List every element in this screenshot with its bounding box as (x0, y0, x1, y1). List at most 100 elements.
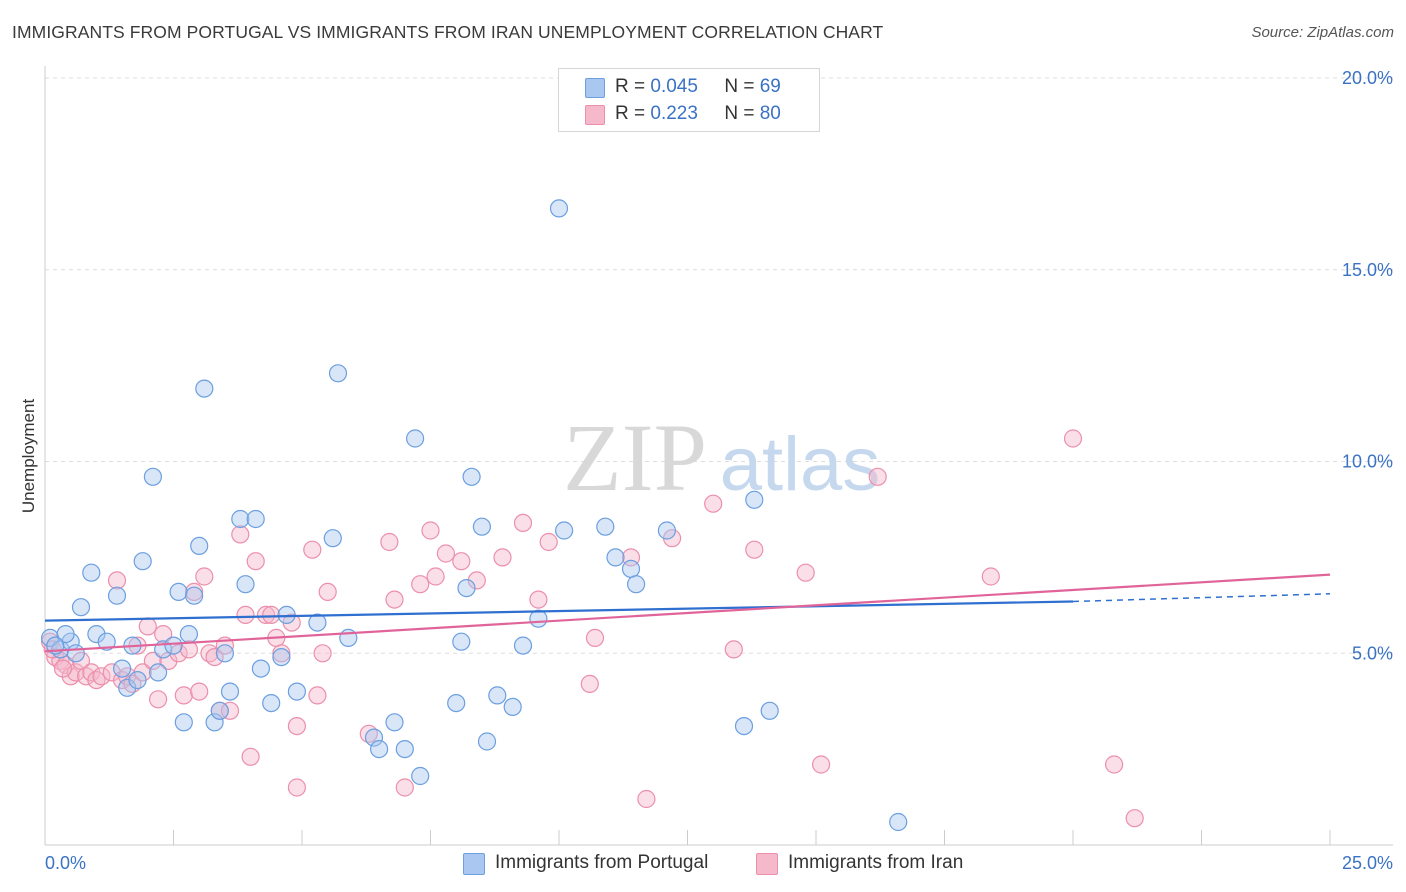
portugal-point (549, 199, 569, 218)
portugal-point (452, 632, 471, 651)
iran-point (796, 563, 815, 582)
legend-swatch-iran (585, 105, 605, 125)
portugal-point (472, 517, 491, 536)
iran-point (411, 575, 430, 594)
iran-point (287, 716, 306, 736)
iran-point (1104, 755, 1124, 774)
portugal-point (190, 536, 209, 556)
portugal-point (385, 713, 404, 732)
portugal-point (231, 509, 250, 529)
legend-r-label: R = (615, 103, 646, 124)
iran-point (1063, 429, 1083, 448)
portugal-point (364, 728, 384, 747)
iran-point (539, 532, 558, 552)
legend-n-value: 80 (759, 103, 781, 124)
portugal-point (734, 716, 754, 736)
portugal-point (395, 739, 414, 759)
watermark-atlas: atlas (720, 422, 881, 507)
iran-point (704, 494, 723, 513)
portugal-point (657, 521, 677, 540)
portugal-point (287, 682, 306, 701)
portugal-point (112, 659, 132, 678)
x-tick-label: 0.0% (45, 853, 86, 873)
x-tick-label: 25.0% (1342, 853, 1393, 873)
iran-point (174, 686, 193, 705)
portugal-point (174, 713, 193, 732)
bottom-legend-label-portugal: Immigrants from Portugal (495, 852, 709, 873)
y-tick-label: 15.0% (1342, 260, 1393, 280)
iran-point (318, 582, 337, 602)
iran-point (580, 674, 599, 694)
iran-point (436, 544, 455, 563)
legend-n-label: N = (724, 76, 755, 97)
iran-point (190, 682, 209, 701)
iran-point (185, 582, 204, 602)
iran-point (53, 659, 73, 678)
iran-point (513, 513, 533, 533)
portugal-point (323, 529, 342, 548)
grid-lines (45, 77, 1393, 654)
iran-point (467, 571, 486, 590)
bottom-legend-swatch-portugal (463, 853, 485, 875)
portugal-point (185, 586, 204, 605)
iran-point (724, 640, 743, 659)
portugal-point (210, 701, 229, 720)
portugal-point (107, 586, 127, 605)
portugal-point (462, 467, 481, 486)
iran-point (262, 605, 281, 625)
portugal-point (411, 766, 430, 786)
portugal-point (82, 563, 101, 582)
portugal-point (596, 517, 615, 536)
iran-point (246, 552, 265, 571)
portugal-point (128, 670, 147, 690)
source-label: Source: ZipAtlas.com (1251, 24, 1394, 41)
iran-point (143, 651, 162, 671)
portugal-point (308, 613, 327, 632)
portugal-point (277, 605, 296, 625)
portugal-point (205, 713, 224, 732)
chart-title: IMMIGRANTS FROM PORTUGAL VS IMMIGRANTS F… (12, 22, 884, 42)
iran-point (287, 778, 306, 797)
iran-point (529, 590, 548, 609)
iran-point (308, 686, 327, 705)
bottom-legend-label-iran: Immigrants from Iran (788, 852, 964, 873)
iran-point (426, 567, 445, 586)
legend-n-value: 69 (759, 76, 781, 97)
portugal-point (760, 701, 779, 720)
portugal-point (179, 624, 198, 644)
legend-r-label: R = (615, 76, 646, 97)
iran-point (92, 667, 111, 686)
iran-point (220, 701, 240, 720)
portugal-point (529, 609, 548, 628)
iran-point (395, 778, 414, 797)
portugal-point (554, 521, 574, 540)
portugal-point (246, 509, 265, 529)
iran-points (40, 429, 1144, 828)
iran-point (981, 567, 1000, 586)
portugal-point (149, 663, 168, 682)
legend-swatch-portugal (585, 78, 605, 98)
trend-lines (44, 573, 1331, 653)
portugal-point (457, 578, 476, 598)
portugal-point (71, 598, 91, 617)
iran-point (637, 789, 656, 809)
iran-point (256, 605, 276, 625)
iran-point (179, 640, 198, 659)
portugal-point (488, 686, 507, 705)
watermark: ZIP atlas (563, 404, 880, 511)
iran-point (493, 548, 512, 567)
portugal-point (503, 697, 522, 717)
y-axis-label: Unemployment (19, 399, 38, 514)
iran-point (154, 624, 173, 644)
axes (44, 66, 1393, 846)
iran-point (107, 571, 127, 590)
tick-labels: 5.0% 10.0% 15.0% 20.0% 0.0% 25.0% (45, 68, 1393, 873)
bottom-legend-swatch-iran (756, 853, 778, 875)
legend-n-label: N = (724, 103, 755, 124)
portugal-point (745, 490, 764, 509)
portugal-point (220, 682, 240, 701)
iran-point (205, 647, 224, 667)
iran-point (385, 590, 404, 609)
legend: R = 0.045 N = 69 R = 0.223 N = 80 (558, 68, 820, 132)
